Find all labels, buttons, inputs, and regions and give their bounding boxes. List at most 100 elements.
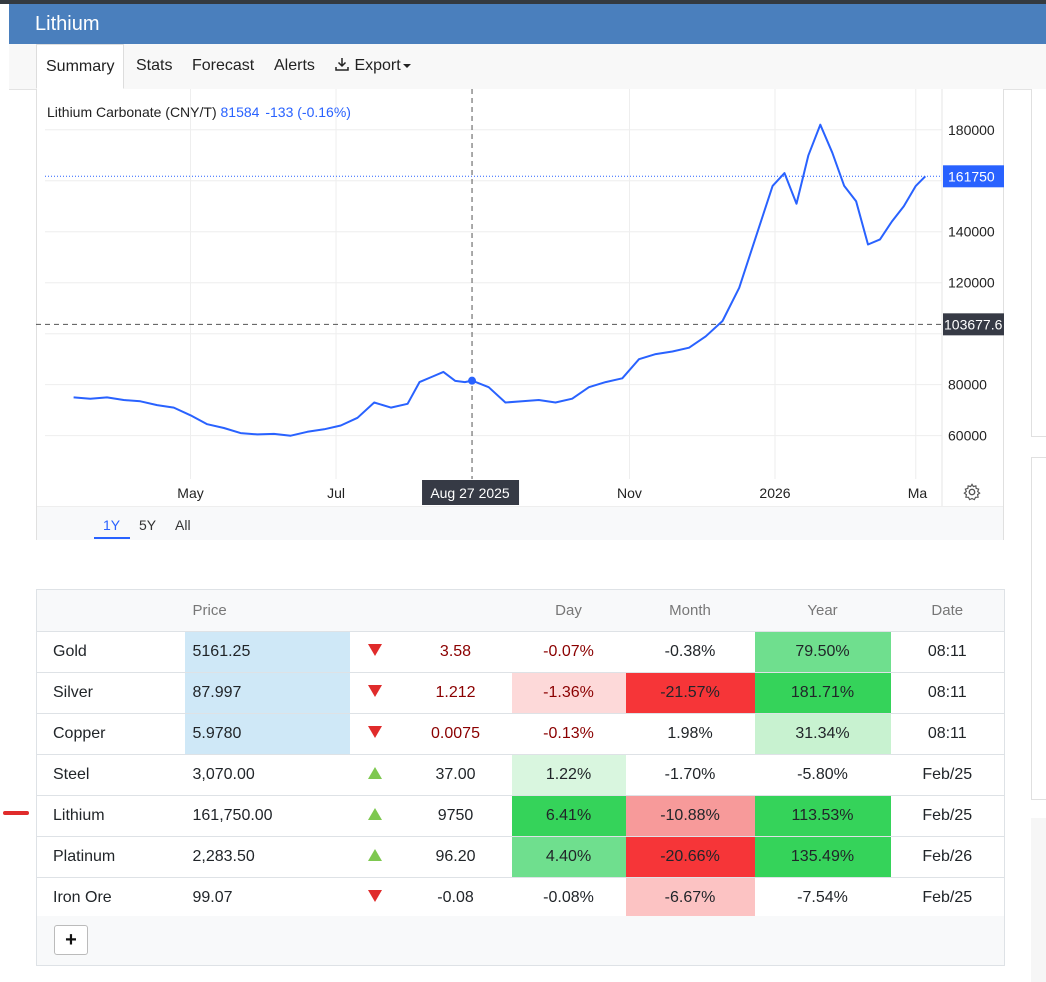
range-1y-button[interactable]: 1Y	[103, 517, 121, 533]
y-tick-label: 120000	[948, 275, 995, 291]
row-change: 37.00	[399, 754, 512, 796]
y-tick-label: 60000	[948, 428, 987, 444]
range-selector	[37, 506, 1003, 540]
side-panel-top	[1031, 89, 1046, 437]
crosshair-price-label: 103677.6	[944, 316, 1003, 332]
y-tick-label: 140000	[948, 224, 995, 240]
row-name[interactable]: Gold	[36, 631, 185, 673]
table-row[interactable]: Lithium 161,750.00 9750 6.41% -10.88% 113.53%…	[36, 795, 1005, 837]
row-year: -7.54%	[754, 877, 891, 919]
tab-stats[interactable]: Stats	[136, 44, 172, 89]
header-year[interactable]: Year	[754, 589, 891, 632]
header-price[interactable]: Price	[184, 589, 350, 632]
row-day: 4.40%	[511, 836, 626, 878]
row-name[interactable]: Lithium	[36, 795, 185, 837]
price-chart[interactable]: 180000 140000 120000 80000 60000 161750 103677…	[36, 89, 1004, 507]
row-price: 3,070.00	[184, 754, 350, 796]
x-tick-label: Jul	[327, 485, 345, 501]
row-date: 08:11	[890, 631, 1005, 673]
header-date[interactable]: Date	[890, 589, 1005, 632]
page-title: Lithium	[35, 13, 100, 35]
row-change: 3.58	[399, 631, 512, 673]
commodities-table: Price Day Month Year Date Gold 5161.25 3.5…	[36, 589, 1005, 919]
triangle-down-icon	[367, 685, 382, 697]
row-month: -6.67%	[625, 877, 755, 919]
tab-summary[interactable]: Summary	[36, 44, 125, 89]
row-direction	[349, 631, 400, 673]
x-tick-label: 2026	[759, 485, 790, 501]
row-name[interactable]: Silver	[36, 672, 185, 714]
tab-forecast[interactable]: Forecast	[192, 44, 254, 89]
tab-stats-label: Stats	[136, 57, 173, 74]
row-date: Feb/25	[890, 877, 1005, 919]
row-month: 1.98%	[625, 713, 755, 755]
row-year: 31.34%	[754, 713, 891, 755]
table-row[interactable]: Iron Ore 99.07 -0.08 -0.08% -6.67% -7.54% Feb/…	[36, 877, 1005, 919]
row-price: 5161.25	[184, 631, 350, 673]
table-header-row: Price Day Month Year Date	[36, 589, 1005, 632]
row-price: 2,283.50	[184, 836, 350, 878]
triangle-down-icon	[367, 644, 382, 656]
export-dropdown[interactable]: Export	[334, 44, 411, 89]
range-5y-button[interactable]: 5Y	[139, 517, 157, 533]
row-day: -1.36%	[511, 672, 626, 714]
row-change: -0.08	[399, 877, 512, 919]
row-day: -0.08%	[511, 877, 626, 919]
row-year: 79.50%	[754, 631, 891, 673]
table-row[interactable]: Copper 5.9780 0.0075 -0.13% 1.98% 31.34% 08:11	[36, 713, 1005, 755]
series-line	[73, 123, 927, 437]
row-year: 181.71%	[754, 672, 891, 714]
tab-summary-label: Summary	[46, 58, 115, 75]
header-month[interactable]: Month	[625, 589, 755, 632]
download-icon	[335, 58, 349, 71]
triangle-up-icon	[367, 767, 382, 779]
row-name[interactable]: Platinum	[36, 836, 185, 878]
row-direction	[349, 713, 400, 755]
legend-change: -133 (-0.16%)	[265, 104, 351, 120]
row-direction	[349, 672, 400, 714]
row-price: 161,750.00	[184, 795, 350, 837]
row-date: 08:11	[890, 713, 1005, 755]
row-name[interactable]: Steel	[36, 754, 185, 796]
range-active-underline	[94, 537, 130, 539]
row-change: 0.0075	[399, 713, 512, 755]
tab-export-label: Export	[354, 57, 401, 74]
row-change: 9750	[399, 795, 512, 837]
row-month: -21.57%	[625, 672, 755, 714]
row-day: -0.13%	[511, 713, 626, 755]
row-date: 08:11	[890, 672, 1005, 714]
x-tick-label: Nov	[617, 485, 642, 501]
row-name[interactable]: Iron Ore	[36, 877, 185, 919]
chart-panel	[36, 89, 1004, 540]
y-tick-label: 180000	[948, 122, 995, 138]
crosshair-date-badge	[422, 480, 520, 505]
hover-point	[468, 376, 477, 385]
table-row[interactable]: Silver 87.997 1.212 -1.36% -21.57% 181.71% 08:…	[36, 672, 1005, 714]
crosshair-date-label: Aug 27 2025	[430, 485, 510, 501]
row-date: Feb/25	[890, 754, 1005, 796]
table-row[interactable]: Gold 5161.25 3.58 -0.07% -0.38% 79.50% 08:11	[36, 631, 1005, 673]
row-change: 1.212	[399, 672, 512, 714]
header-change	[399, 589, 512, 632]
gear-icon[interactable]	[963, 483, 981, 501]
header-day[interactable]: Day	[511, 589, 626, 632]
tab-alerts-label: Alerts	[274, 57, 315, 74]
range-all-button[interactable]: All	[175, 517, 191, 533]
chevron-down-icon	[402, 63, 411, 68]
crosshair-price-badge	[943, 313, 1004, 336]
last-price-badge	[943, 165, 1004, 188]
table-row[interactable]: Steel 3,070.00 37.00 1.22% -1.70% -5.80% Feb/2…	[36, 754, 1005, 796]
row-direction	[349, 795, 400, 837]
row-date: Feb/25	[890, 795, 1005, 837]
triangle-down-icon	[367, 726, 382, 738]
triangle-up-icon	[367, 849, 382, 861]
row-name[interactable]: Copper	[36, 713, 185, 755]
legend-value: 81584	[220, 104, 260, 120]
tab-alerts[interactable]: Alerts	[274, 44, 315, 89]
table-row[interactable]: Platinum 2,283.50 96.20 4.40% -20.66% 135.49%…	[36, 836, 1005, 878]
legend-series-name: Lithium Carbonate (CNY/T)	[47, 104, 217, 120]
add-button[interactable]: +	[54, 925, 88, 955]
row-date: Feb/26	[890, 836, 1005, 878]
x-tick-label: Ma	[908, 485, 928, 501]
y-tick-label: 80000	[948, 377, 987, 393]
